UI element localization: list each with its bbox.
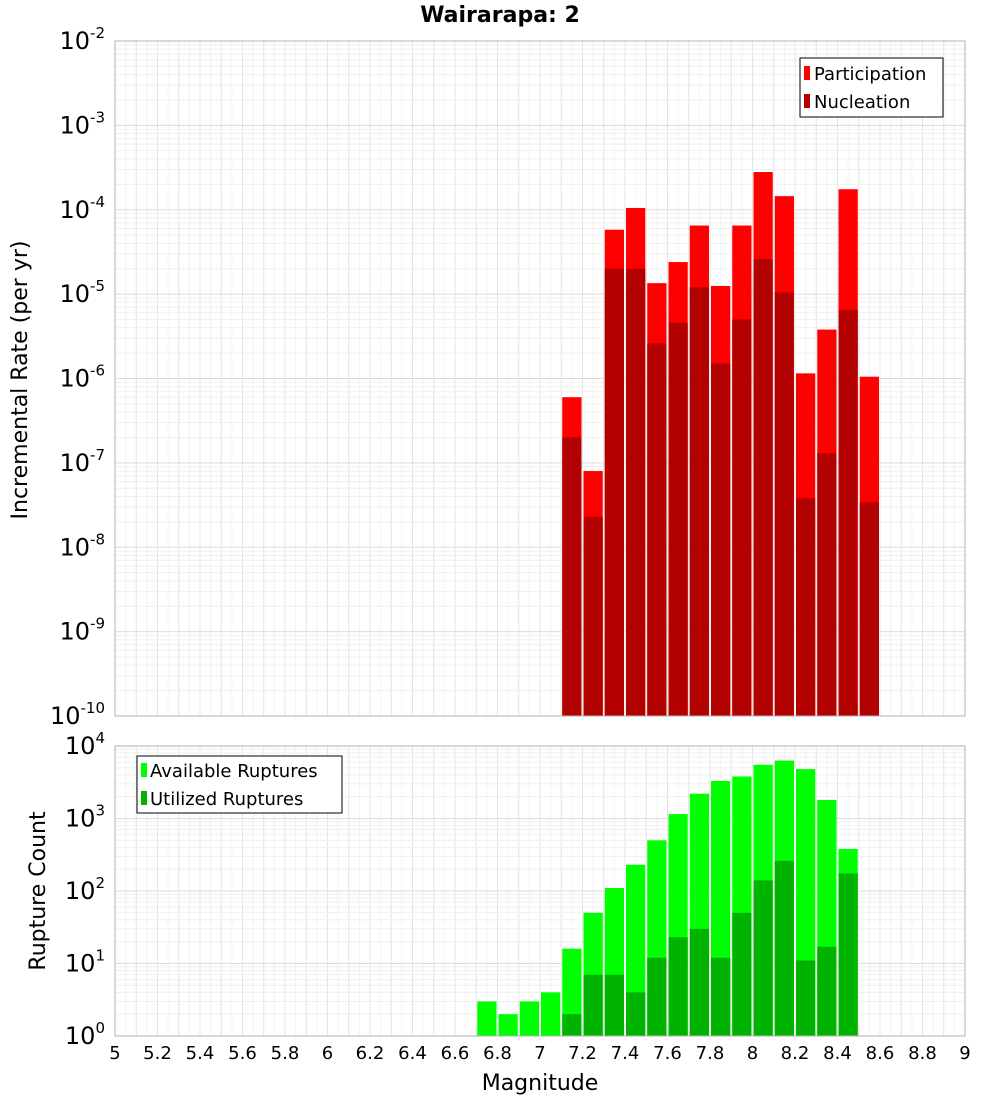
bottom-bars — [477, 760, 858, 1036]
x-tick-label: 8.4 — [823, 1043, 852, 1064]
x-tick-label: 8.2 — [781, 1043, 810, 1064]
top-nucleation-bar — [753, 259, 773, 716]
top-nucleation-bar — [711, 363, 731, 716]
legend-available-swatch — [141, 763, 147, 777]
bottom-available-ruptures-bar — [477, 1001, 497, 1036]
x-tick-label: 5.6 — [228, 1043, 257, 1064]
bottom-utilized-ruptures-bar — [774, 860, 794, 1036]
x-tick-label: 5 — [109, 1043, 120, 1064]
top-nucleation-bar — [668, 322, 688, 716]
x-tick-label: 6 — [322, 1043, 333, 1064]
bottom-utilized-ruptures-bar — [647, 957, 667, 1036]
top-bars — [562, 172, 879, 717]
x-tick-label: 6.2 — [356, 1043, 385, 1064]
x-tick-label: 9 — [959, 1043, 970, 1064]
bottom-y-axis-label: Rupture Count — [26, 811, 51, 971]
top-nucleation-bar — [604, 268, 624, 716]
x-tick-label: 6.6 — [441, 1043, 470, 1064]
bottom-utilized-ruptures-bar — [583, 974, 603, 1036]
top-plot-frame — [114, 40, 966, 717]
bottom-y-tick: 101 — [65, 947, 105, 978]
bottom-utilized-ruptures-bar — [562, 1014, 582, 1036]
x-tick-label: 7.4 — [611, 1043, 640, 1064]
top-y-tick: 10-8 — [59, 530, 105, 561]
bottom-plot-frame — [114, 745, 966, 1037]
x-tick-label: 5.2 — [143, 1043, 172, 1064]
x-tick-labels: 5 5.2 5.4 5.6 5.8 6 6.2 6.4 6.6 6.8 7 7.2 7.4 7.6 7.8 8… — [109, 1043, 970, 1064]
bottom-utilized-ruptures-bar — [604, 974, 624, 1036]
top-y-tick: 10-2 — [59, 24, 105, 55]
x-tick-label: 7.8 — [696, 1043, 725, 1064]
top-y-tick: 10-6 — [59, 362, 105, 393]
x-tick-label: 8.6 — [866, 1043, 895, 1064]
top-nucleation-bar — [838, 309, 858, 716]
legend-nucleation-label: Nucleation — [814, 92, 910, 113]
top-y-axis-label: Incremental Rate (per yr) — [8, 241, 33, 520]
bottom-utilized-ruptures-bar — [817, 946, 837, 1036]
x-tick-label: 8 — [747, 1043, 758, 1064]
chart-title: Wairarapa: 2 — [420, 3, 580, 28]
top-nucleation-bar — [626, 268, 646, 716]
top-nucleation-bar — [562, 437, 582, 716]
bottom-utilized-ruptures-bar — [838, 873, 858, 1036]
top-nucleation-bar — [817, 453, 837, 716]
x-tick-label: 5.4 — [186, 1043, 215, 1064]
top-gridlines — [114, 41, 966, 717]
legend-utilized-label: Utilized Ruptures — [150, 789, 303, 810]
top-nucleation-bar — [732, 319, 752, 716]
top-y-tick: 10-3 — [59, 108, 105, 139]
bottom-utilized-ruptures-bar — [796, 960, 816, 1036]
bottom-utilized-ruptures-bar — [753, 880, 773, 1036]
top-nucleation-bar — [689, 287, 709, 716]
bottom-y-tick-labels: 100 101 102 103 104 — [65, 729, 105, 1050]
legend-utilized-swatch — [141, 791, 147, 805]
legend-participation-label: Participation — [814, 64, 926, 85]
bottom-legend-box — [136, 755, 343, 814]
x-tick-label: 7.2 — [568, 1043, 597, 1064]
x-tick-label: 7.6 — [653, 1043, 682, 1064]
x-tick-label: 6.8 — [483, 1043, 512, 1064]
bottom-available-ruptures-bar — [541, 992, 561, 1036]
bottom-available-ruptures-bar — [562, 948, 582, 1036]
x-tick-label: 5.8 — [271, 1043, 300, 1064]
x-tick-label: 8.8 — [908, 1043, 937, 1064]
top-y-tick-labels: 10-10 10-9 10-8 10-7 10-6 10-5 10-4 10-3 10-2 — [50, 24, 105, 730]
bottom-y-tick: 102 — [65, 874, 105, 905]
bottom-utilized-ruptures-bar — [711, 957, 731, 1036]
legend-participation-swatch — [804, 66, 810, 80]
top-y-tick: 10-10 — [50, 699, 105, 730]
bottom-y-tick: 100 — [65, 1019, 105, 1050]
bottom-utilized-ruptures-bar — [732, 912, 752, 1036]
top-nucleation-bar — [859, 502, 879, 716]
legend-nucleation-swatch — [804, 94, 810, 108]
top-legend: Participation Nucleation — [799, 57, 944, 118]
bottom-utilized-ruptures-bar — [668, 937, 688, 1036]
top-nucleation-bar — [796, 498, 816, 716]
top-y-tick: 10-9 — [59, 615, 105, 646]
bottom-utilized-ruptures-bar — [626, 992, 646, 1036]
x-axis-label: Magnitude — [482, 1071, 599, 1096]
x-tick-label: 6.4 — [398, 1043, 427, 1064]
legend-available-label: Available Ruptures — [150, 761, 318, 782]
top-y-tick: 10-7 — [59, 446, 105, 477]
top-y-tick: 10-4 — [59, 193, 105, 224]
bottom-utilized-ruptures-bar — [689, 928, 709, 1036]
bottom-y-tick: 103 — [65, 802, 105, 833]
bottom-y-tick: 104 — [65, 729, 105, 760]
bottom-legend: Available Ruptures Utilized Ruptures — [136, 755, 343, 814]
top-nucleation-bar — [774, 292, 794, 716]
bottom-available-ruptures-bar — [519, 1001, 539, 1036]
x-tick-label: 7 — [534, 1043, 545, 1064]
top-nucleation-bar — [647, 343, 667, 716]
bottom-available-ruptures-bar — [498, 1014, 518, 1036]
top-y-tick: 10-5 — [59, 277, 105, 308]
top-legend-box — [799, 57, 944, 118]
top-nucleation-bar — [583, 516, 603, 716]
